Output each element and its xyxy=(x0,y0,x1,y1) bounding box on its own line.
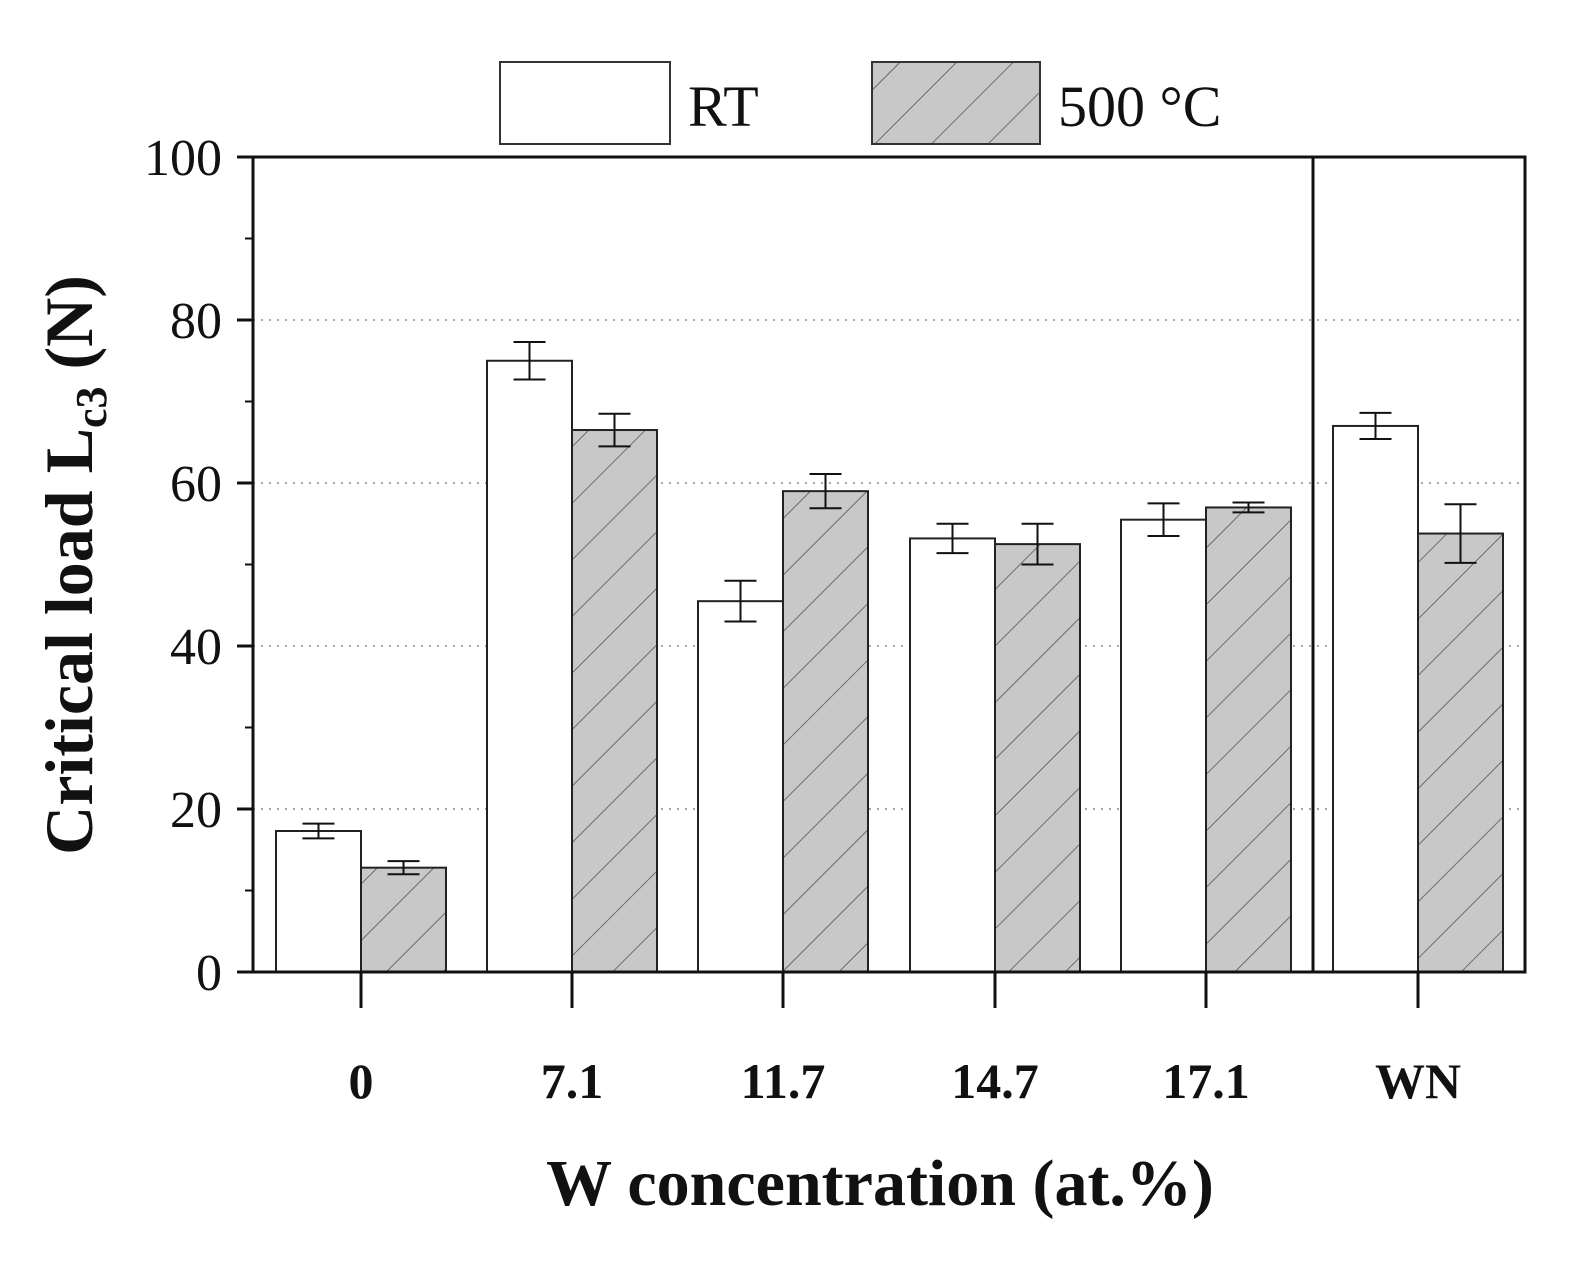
bar xyxy=(782,490,869,973)
x-tick-label: WN xyxy=(1375,1053,1461,1109)
legend: RT 500 °C xyxy=(499,61,1221,145)
bar xyxy=(1205,506,1292,973)
y-axis-title-sub: c3 xyxy=(67,387,116,429)
x-axis-title: W concentration (at.%) xyxy=(546,1147,1214,1220)
y-tick-label: 100 xyxy=(144,130,222,187)
bar xyxy=(1417,532,1504,974)
x-tick-label: 11.7 xyxy=(741,1053,826,1109)
y-tick-label: 60 xyxy=(170,456,222,513)
y-tick-label: 40 xyxy=(170,619,222,676)
x-tick-label: 7.1 xyxy=(541,1053,604,1109)
bar xyxy=(1332,424,1419,973)
y-tick-label: 0 xyxy=(196,945,222,1002)
legend-swatch-rt xyxy=(499,61,671,145)
bar xyxy=(994,543,1081,973)
bar xyxy=(909,537,996,973)
x-tick-label: 14.7 xyxy=(951,1053,1039,1109)
legend-label-500c: 500 °C xyxy=(1058,74,1221,139)
bar xyxy=(486,359,573,973)
legend-label-rt: RT xyxy=(688,74,759,139)
bar xyxy=(275,830,362,973)
y-axis-title-unit: (N) xyxy=(31,275,107,386)
y-axis: 0 20 40 60 80 100 xyxy=(144,130,253,1002)
y-axis-title: Critical load Lc3 (N) xyxy=(31,275,116,855)
legend-swatch-500c xyxy=(871,61,1041,145)
y-tick-label: 20 xyxy=(170,782,222,839)
bar xyxy=(360,866,447,973)
x-tick-label: 17.1 xyxy=(1162,1053,1250,1109)
y-axis-title-main: Critical load L xyxy=(31,428,107,855)
bar xyxy=(1120,518,1207,973)
bar xyxy=(571,429,658,973)
y-tick-label: 80 xyxy=(170,293,222,350)
bar xyxy=(697,600,784,973)
x-tick-label: 0 xyxy=(349,1053,374,1109)
x-axis: 0 7.1 11.7 14.7 17.1 WN xyxy=(349,972,1461,1109)
bars xyxy=(275,341,1504,974)
